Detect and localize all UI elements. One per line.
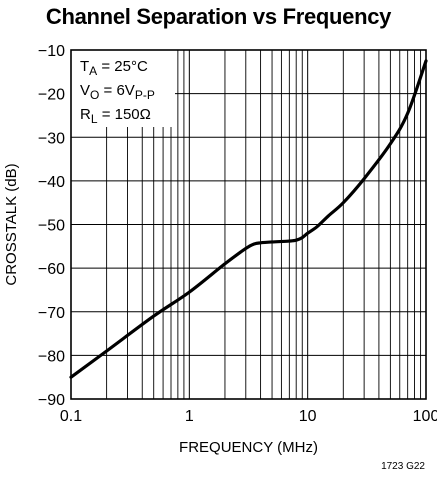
plot-border [70,49,427,400]
y-tick-label: −60 [38,261,65,278]
x-tick-label: 100 [413,408,437,425]
condition-line: VO = 6VP-P [80,82,155,102]
y-tick-label: −50 [38,218,65,235]
y-tick-label: −20 [38,87,65,104]
x-axis-label: FREQUENCY (MHz) [179,439,318,456]
chart-title: Channel Separation vs Frequency [45,4,392,29]
grid-lines [71,50,426,399]
y-tick-label: −70 [38,305,65,322]
condition-line: TA = 25°C [80,58,148,78]
plot-frame [70,49,427,400]
x-tick-label: 0.1 [60,408,82,425]
y-tick-label: −90 [38,392,65,409]
y-tick-label: −10 [38,43,65,60]
series-layer [69,59,428,379]
x-tick-label: 1 [185,408,194,425]
conditions-background [72,51,175,127]
axis-labels: FREQUENCY (MHz) CROSSTALK (dB) [3,163,318,456]
conditions-box: TA = 25°C VO = 6VP-P RL = 150Ω [72,51,175,127]
x-tick-label: 10 [299,408,317,425]
y-tick-label: −40 [38,174,65,191]
crosstalk-curve [69,59,428,379]
y-tick-label: −80 [38,348,65,365]
figure-code: 1723 G22 [381,461,425,472]
y-tick-label: −30 [38,130,65,147]
tick-labels: −10 −20 −30 −40 −50 −60 −70 −80 −900.1 1 10 100 [38,43,437,425]
condition-line: RL = 150Ω [80,106,151,126]
y-axis-label: CROSSTALK (dB) [3,163,20,285]
